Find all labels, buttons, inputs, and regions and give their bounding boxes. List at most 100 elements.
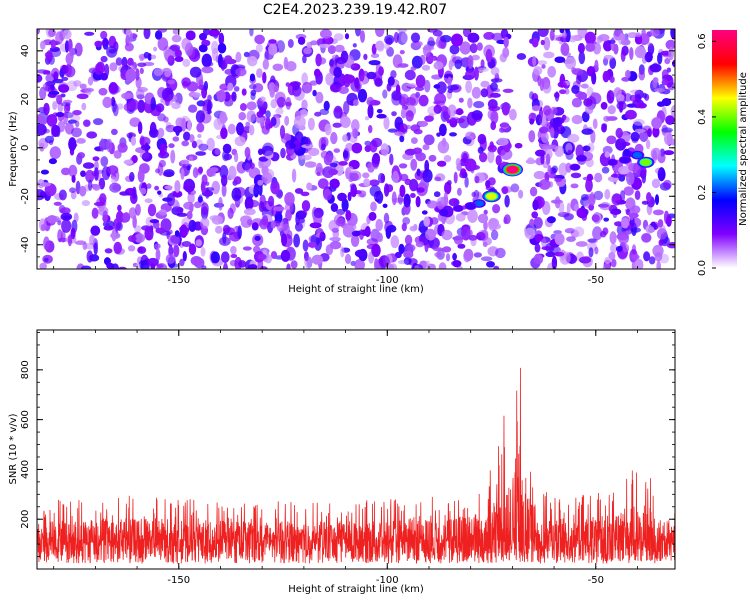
spectrogram-cell — [171, 102, 181, 110]
spectrogram-cell — [433, 104, 442, 114]
spectrogram-cell — [179, 258, 185, 267]
y-tick-label: 0 — [20, 145, 31, 151]
spectrogram-cell — [371, 243, 381, 257]
spectrogram-cell — [247, 264, 258, 269]
spectrogram-cell — [447, 76, 452, 87]
spectrogram-cell — [139, 135, 145, 147]
spectrogram-cell — [219, 165, 229, 179]
spectrogram-cell — [634, 190, 641, 201]
spectrogram-cell — [426, 200, 438, 209]
spectrogram-cell — [197, 196, 203, 203]
figure-title: C2E4.2023.239.19.42.R07 — [263, 2, 447, 18]
spectrogram-cell — [240, 103, 247, 111]
spectrogram-cell — [585, 178, 593, 193]
spectrogram-cell — [197, 133, 202, 139]
spectrogram-cell — [488, 218, 500, 229]
spectrogram-cell — [117, 204, 122, 212]
spectrogram-cell — [415, 152, 426, 162]
spectrogram-cell — [467, 209, 478, 223]
spectrogram-cell — [198, 143, 209, 151]
spectrogram-cell — [149, 128, 159, 138]
spectrogram-cell — [459, 41, 471, 55]
spectrogram-cell — [320, 143, 326, 151]
spectrogram-cell — [319, 108, 330, 116]
spectrogram-cell — [330, 84, 342, 93]
spectrogram-cell — [634, 258, 644, 269]
spectrogram-cell — [433, 191, 441, 198]
spectrogram-cell — [533, 170, 546, 180]
spectrogram-cell — [181, 241, 192, 247]
spectrogram-cell — [294, 222, 303, 232]
spectrogram-cell — [329, 241, 342, 250]
spectrogram-cell — [476, 42, 483, 51]
spectrogram-cell — [657, 219, 664, 228]
spectrogram-x-label: Height of straight line (km) — [288, 284, 424, 295]
spectrogram-cell — [611, 173, 623, 178]
spectrogram-cell — [231, 91, 237, 102]
spectrogram-cell — [249, 29, 254, 37]
spectrogram-cell — [451, 33, 463, 47]
spectrogram-cell — [61, 167, 71, 176]
spectrogram-cell — [554, 251, 565, 257]
spectrogram-cell — [357, 88, 368, 103]
spectrogram-cell — [555, 36, 564, 42]
spectrogram-cell — [401, 222, 407, 232]
spectrogram-cell — [615, 138, 627, 151]
spectrogram-hotspot — [453, 205, 463, 212]
spectrogram-cell — [155, 227, 166, 234]
spectrogram-cell — [273, 206, 285, 212]
spectrogram-cell — [565, 162, 572, 173]
spectrogram-cell — [99, 138, 105, 153]
spectrogram-cell — [80, 170, 86, 177]
spectrogram-cell — [369, 179, 380, 187]
spectrogram-cell — [92, 156, 100, 161]
spectrogram-cell — [84, 31, 95, 36]
spectrogram-cell — [464, 176, 469, 188]
spectrogram-cell — [211, 180, 220, 195]
spectrogram-cell — [39, 86, 47, 100]
spectrogram-cell — [588, 193, 596, 206]
spectrogram-cell — [284, 115, 290, 126]
spectrogram-cell — [261, 172, 273, 184]
spectrogram-cell — [501, 186, 509, 195]
spectrogram-cell — [493, 265, 500, 269]
spectrogram-cell — [588, 247, 594, 258]
spectrogram-cell — [176, 191, 182, 197]
spectrogram-cell — [447, 88, 453, 94]
spectrogram-cell — [641, 200, 649, 205]
spectrogram-cell — [463, 250, 471, 263]
spectrogram-cell — [214, 148, 221, 156]
spectrogram-cell — [335, 108, 343, 113]
spectrogram-cell — [385, 226, 392, 239]
spectrogram-cell — [652, 77, 658, 89]
spectrogram-cell — [329, 178, 340, 189]
spectrogram-cell — [294, 188, 304, 194]
spectrogram-cell — [557, 81, 567, 88]
spectrogram-cell — [315, 53, 322, 67]
spectrogram-cell — [309, 80, 318, 86]
spectrogram-cell — [221, 251, 230, 263]
spectrogram-cell — [301, 72, 309, 85]
spectrogram-cell — [257, 179, 264, 186]
spectrogram-cell — [86, 250, 94, 263]
spectrogram-cell — [547, 216, 556, 224]
spectrogram-cell — [501, 102, 510, 116]
spectrogram-cell — [58, 189, 67, 201]
spectrogram-cell — [76, 138, 86, 144]
spectrogram-cell — [100, 30, 108, 40]
spectrogram-cell — [560, 42, 570, 56]
spectrogram-cell — [376, 113, 387, 119]
spectrogram-cell — [71, 127, 82, 138]
spectrogram-cell — [546, 144, 558, 150]
spectrogram-cell — [641, 233, 652, 243]
spectrogram-cell — [550, 106, 558, 115]
spectrogram-cell — [48, 29, 56, 37]
spectrogram-cell — [576, 207, 588, 219]
spectrogram-cell — [618, 99, 624, 113]
spectrogram-cell — [490, 78, 503, 83]
spectrogram-cell — [389, 153, 394, 166]
spectrogram-cell — [350, 184, 358, 198]
spectrogram-cell — [40, 40, 46, 50]
spectrogram-cell — [42, 83, 48, 91]
spectrogram-cell — [112, 103, 119, 117]
